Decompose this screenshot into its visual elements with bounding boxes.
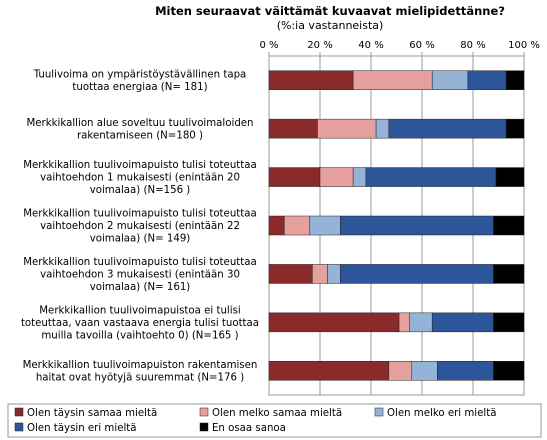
- category-label: Merkkikallion alue soveltuu tuulivoimalo…: [26, 118, 253, 141]
- bars: [268, 70, 525, 381]
- bar-segment: [365, 167, 497, 187]
- chart-title: Miten seuraavat väittämät kuvaavat mieli…: [155, 4, 505, 18]
- legend-label: En osaa sanoa: [212, 423, 286, 434]
- bar-segment: [467, 70, 507, 90]
- bar-segment: [284, 215, 311, 236]
- bar-segment: [505, 70, 525, 90]
- bar-segment: [409, 312, 433, 333]
- x-tick-label: 0 %: [259, 40, 278, 51]
- x-tick-label: 60 %: [409, 40, 434, 51]
- bar-segment: [268, 215, 285, 236]
- bar-segment: [319, 167, 354, 187]
- bar-segment: [437, 361, 494, 381]
- bar-segment: [398, 312, 410, 333]
- category-label: Merkkikallion tuulivoimapuistoa ei tulis…: [21, 305, 259, 341]
- bar-segment: [268, 118, 318, 139]
- category-label: Merkkikallion tuulivoimapuisto tulisi to…: [23, 257, 257, 293]
- x-axis-ticks: 0 % 20 % 40 % 60 % 80 % 100 %: [259, 40, 539, 51]
- bar-segment: [493, 215, 525, 236]
- category-label: Merkkikallion tuulivoimapuisto tulisi to…: [23, 209, 257, 245]
- x-tick-label: 20 %: [307, 40, 332, 51]
- bar-segment: [268, 70, 354, 90]
- bar-segment: [493, 361, 525, 381]
- bar-segment: [340, 264, 494, 284]
- bar-segment: [505, 118, 525, 139]
- legend-label: Olen täysin samaa mieltä: [27, 408, 157, 419]
- legend-box: [7, 403, 542, 438]
- category-label: Merkkikallion tuulivoimapuisto tulisi to…: [23, 160, 257, 196]
- legend-swatch: [199, 407, 209, 417]
- bar-segment: [375, 118, 390, 139]
- bar-segment: [268, 312, 400, 333]
- x-tick-label: 100 %: [508, 40, 540, 51]
- x-tick-label: 40 %: [358, 40, 383, 51]
- bar-segment: [352, 70, 433, 90]
- bar-segment: [268, 361, 390, 381]
- x-tick-label: 80 %: [460, 40, 485, 51]
- bar-segment: [431, 312, 494, 333]
- bar-segment: [340, 215, 494, 236]
- bar-segment: [431, 70, 469, 90]
- category-label: Merkkikallion tuulivoimapuiston rakentam…: [23, 360, 258, 384]
- legend-label: Olen melko eri mieltä: [387, 408, 496, 419]
- bar-segment: [493, 264, 525, 284]
- bar-segment: [268, 167, 321, 187]
- legend-swatch: [374, 407, 384, 417]
- legend-swatch: [14, 422, 24, 432]
- category-label: Tuulivoima on ympäristöystävällinen tapa…: [33, 69, 247, 93]
- bar-segment: [411, 361, 438, 381]
- legend-swatch: [14, 407, 24, 417]
- bar-segment: [327, 264, 341, 284]
- bar-segment: [495, 167, 525, 187]
- bar-segment: [268, 264, 313, 284]
- bar-segment: [388, 361, 413, 381]
- legend: Olen täysin samaa mieltä Olen melko samaa…: [7, 403, 542, 438]
- bar-segment: [388, 118, 507, 139]
- chart-subtitle: (%:ia vastanneista): [277, 19, 384, 32]
- bar-segment: [317, 118, 377, 139]
- category-labels: Tuulivoima on ympäristöystävällinen tapa…: [21, 69, 259, 383]
- bar-segment: [493, 312, 525, 333]
- legend-label: Olen täysin eri mieltä: [27, 423, 137, 434]
- bar-segment: [312, 264, 328, 284]
- bar-segment: [352, 167, 367, 187]
- bar-segment: [309, 215, 341, 236]
- legend-label: Olen melko samaa mieltä: [212, 408, 342, 419]
- legend-swatch: [199, 422, 209, 432]
